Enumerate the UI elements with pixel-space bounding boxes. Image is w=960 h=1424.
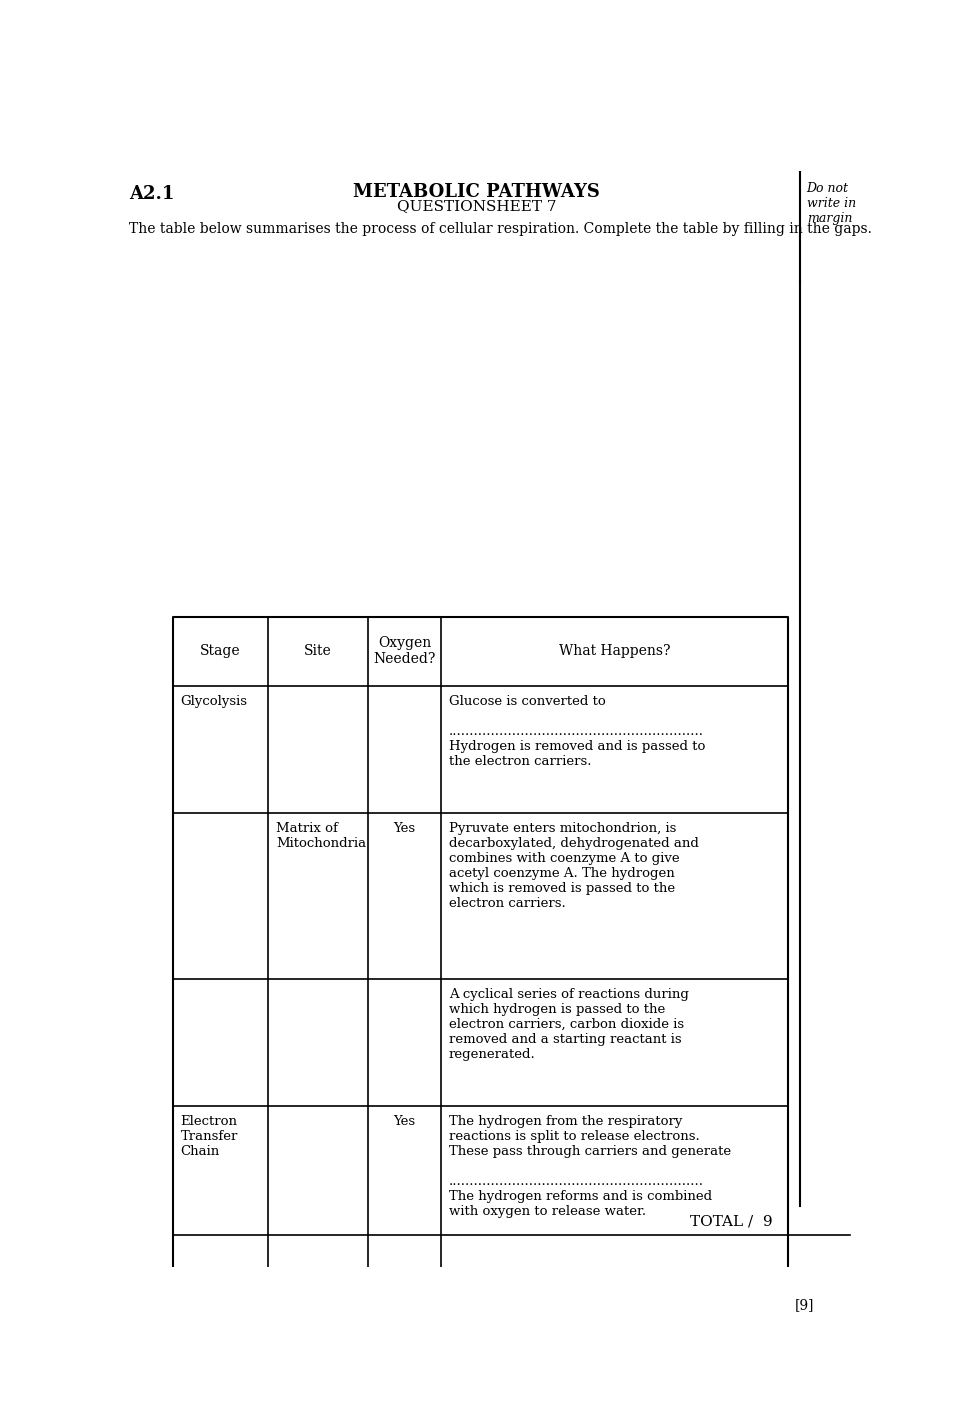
Text: A2.1: A2.1 — [130, 185, 175, 202]
Text: Do not
write in
margin: Do not write in margin — [806, 182, 855, 225]
Text: The table below summarises the process of cellular respiration. Complete the tab: The table below summarises the process o… — [130, 222, 873, 236]
Text: Stage: Stage — [200, 644, 241, 658]
Text: METABOLIC PATHWAYS: METABOLIC PATHWAYS — [353, 184, 600, 201]
Text: TOTAL /  9: TOTAL / 9 — [690, 1215, 773, 1229]
Text: The hydrogen from the respiratory
reactions is split to release electrons.
These: The hydrogen from the respiratory reacti… — [448, 1115, 731, 1218]
Text: Site: Site — [304, 644, 332, 658]
Text: Matrix of
Mitochondria: Matrix of Mitochondria — [276, 822, 366, 850]
Text: Yes: Yes — [394, 822, 416, 836]
Text: Pyruvate enters mitochondrion, is
decarboxylated, dehydrogenated and
combines wi: Pyruvate enters mitochondrion, is decarb… — [448, 822, 699, 910]
Text: A cyclical series of reactions during
which hydrogen is passed to the
electron c: A cyclical series of reactions during wh… — [448, 988, 688, 1061]
Text: [9]: [9] — [794, 1299, 814, 1312]
Text: QUESTIONSHEET 7: QUESTIONSHEET 7 — [396, 199, 556, 214]
Text: Electron
Transfer
Chain: Electron Transfer Chain — [180, 1115, 238, 1158]
Text: Oxygen
Needed?: Oxygen Needed? — [373, 637, 436, 666]
Text: Glucose is converted to

.......................................................: Glucose is converted to ................… — [448, 695, 705, 769]
Text: Yes: Yes — [394, 1115, 416, 1128]
Text: Glycolysis: Glycolysis — [180, 695, 248, 708]
Text: What Happens?: What Happens? — [559, 644, 670, 658]
